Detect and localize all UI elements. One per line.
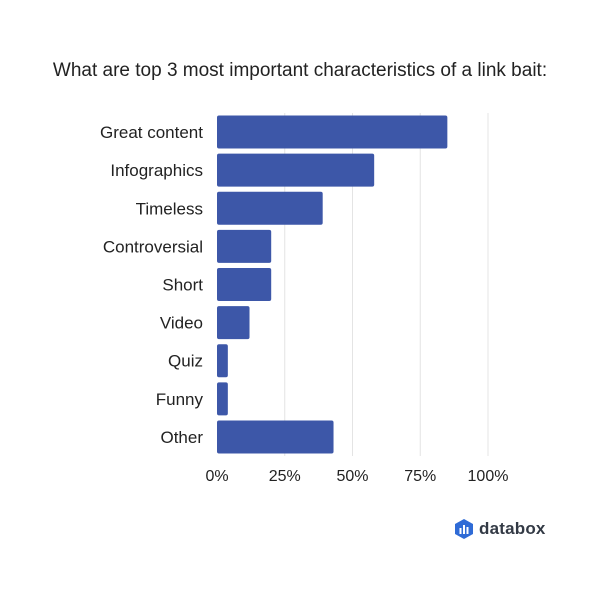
- bar: [217, 115, 448, 149]
- bar: [217, 344, 228, 378]
- bar: [217, 191, 323, 225]
- category-label: Short: [162, 276, 203, 295]
- bar: [217, 268, 272, 301]
- x-tick-label: 25%: [269, 468, 301, 485]
- category-label: Controversial: [103, 237, 203, 256]
- category-label: Timeless: [136, 199, 203, 218]
- x-tick-label: 50%: [336, 468, 368, 485]
- x-tick-label: 0%: [205, 468, 228, 485]
- databox-logo-text: databox: [479, 519, 546, 538]
- x-tick-label: 75%: [404, 468, 436, 485]
- chart-title: What are top 3 most important characteri…: [52, 60, 548, 81]
- bar: [217, 153, 375, 187]
- category-label: Video: [160, 314, 203, 333]
- databox-logo-icon: [455, 519, 473, 539]
- bar: [217, 420, 334, 454]
- category-label: Great content: [100, 123, 203, 142]
- databox-logo: databox: [455, 519, 546, 539]
- bar: [217, 229, 272, 263]
- bar: [217, 306, 250, 340]
- x-tick-label: 100%: [468, 468, 509, 485]
- bar: [217, 382, 228, 416]
- category-label: Infographics: [110, 161, 203, 180]
- category-label: Other: [160, 428, 203, 447]
- category-label: Quiz: [168, 352, 203, 371]
- category-label: Funny: [156, 390, 204, 409]
